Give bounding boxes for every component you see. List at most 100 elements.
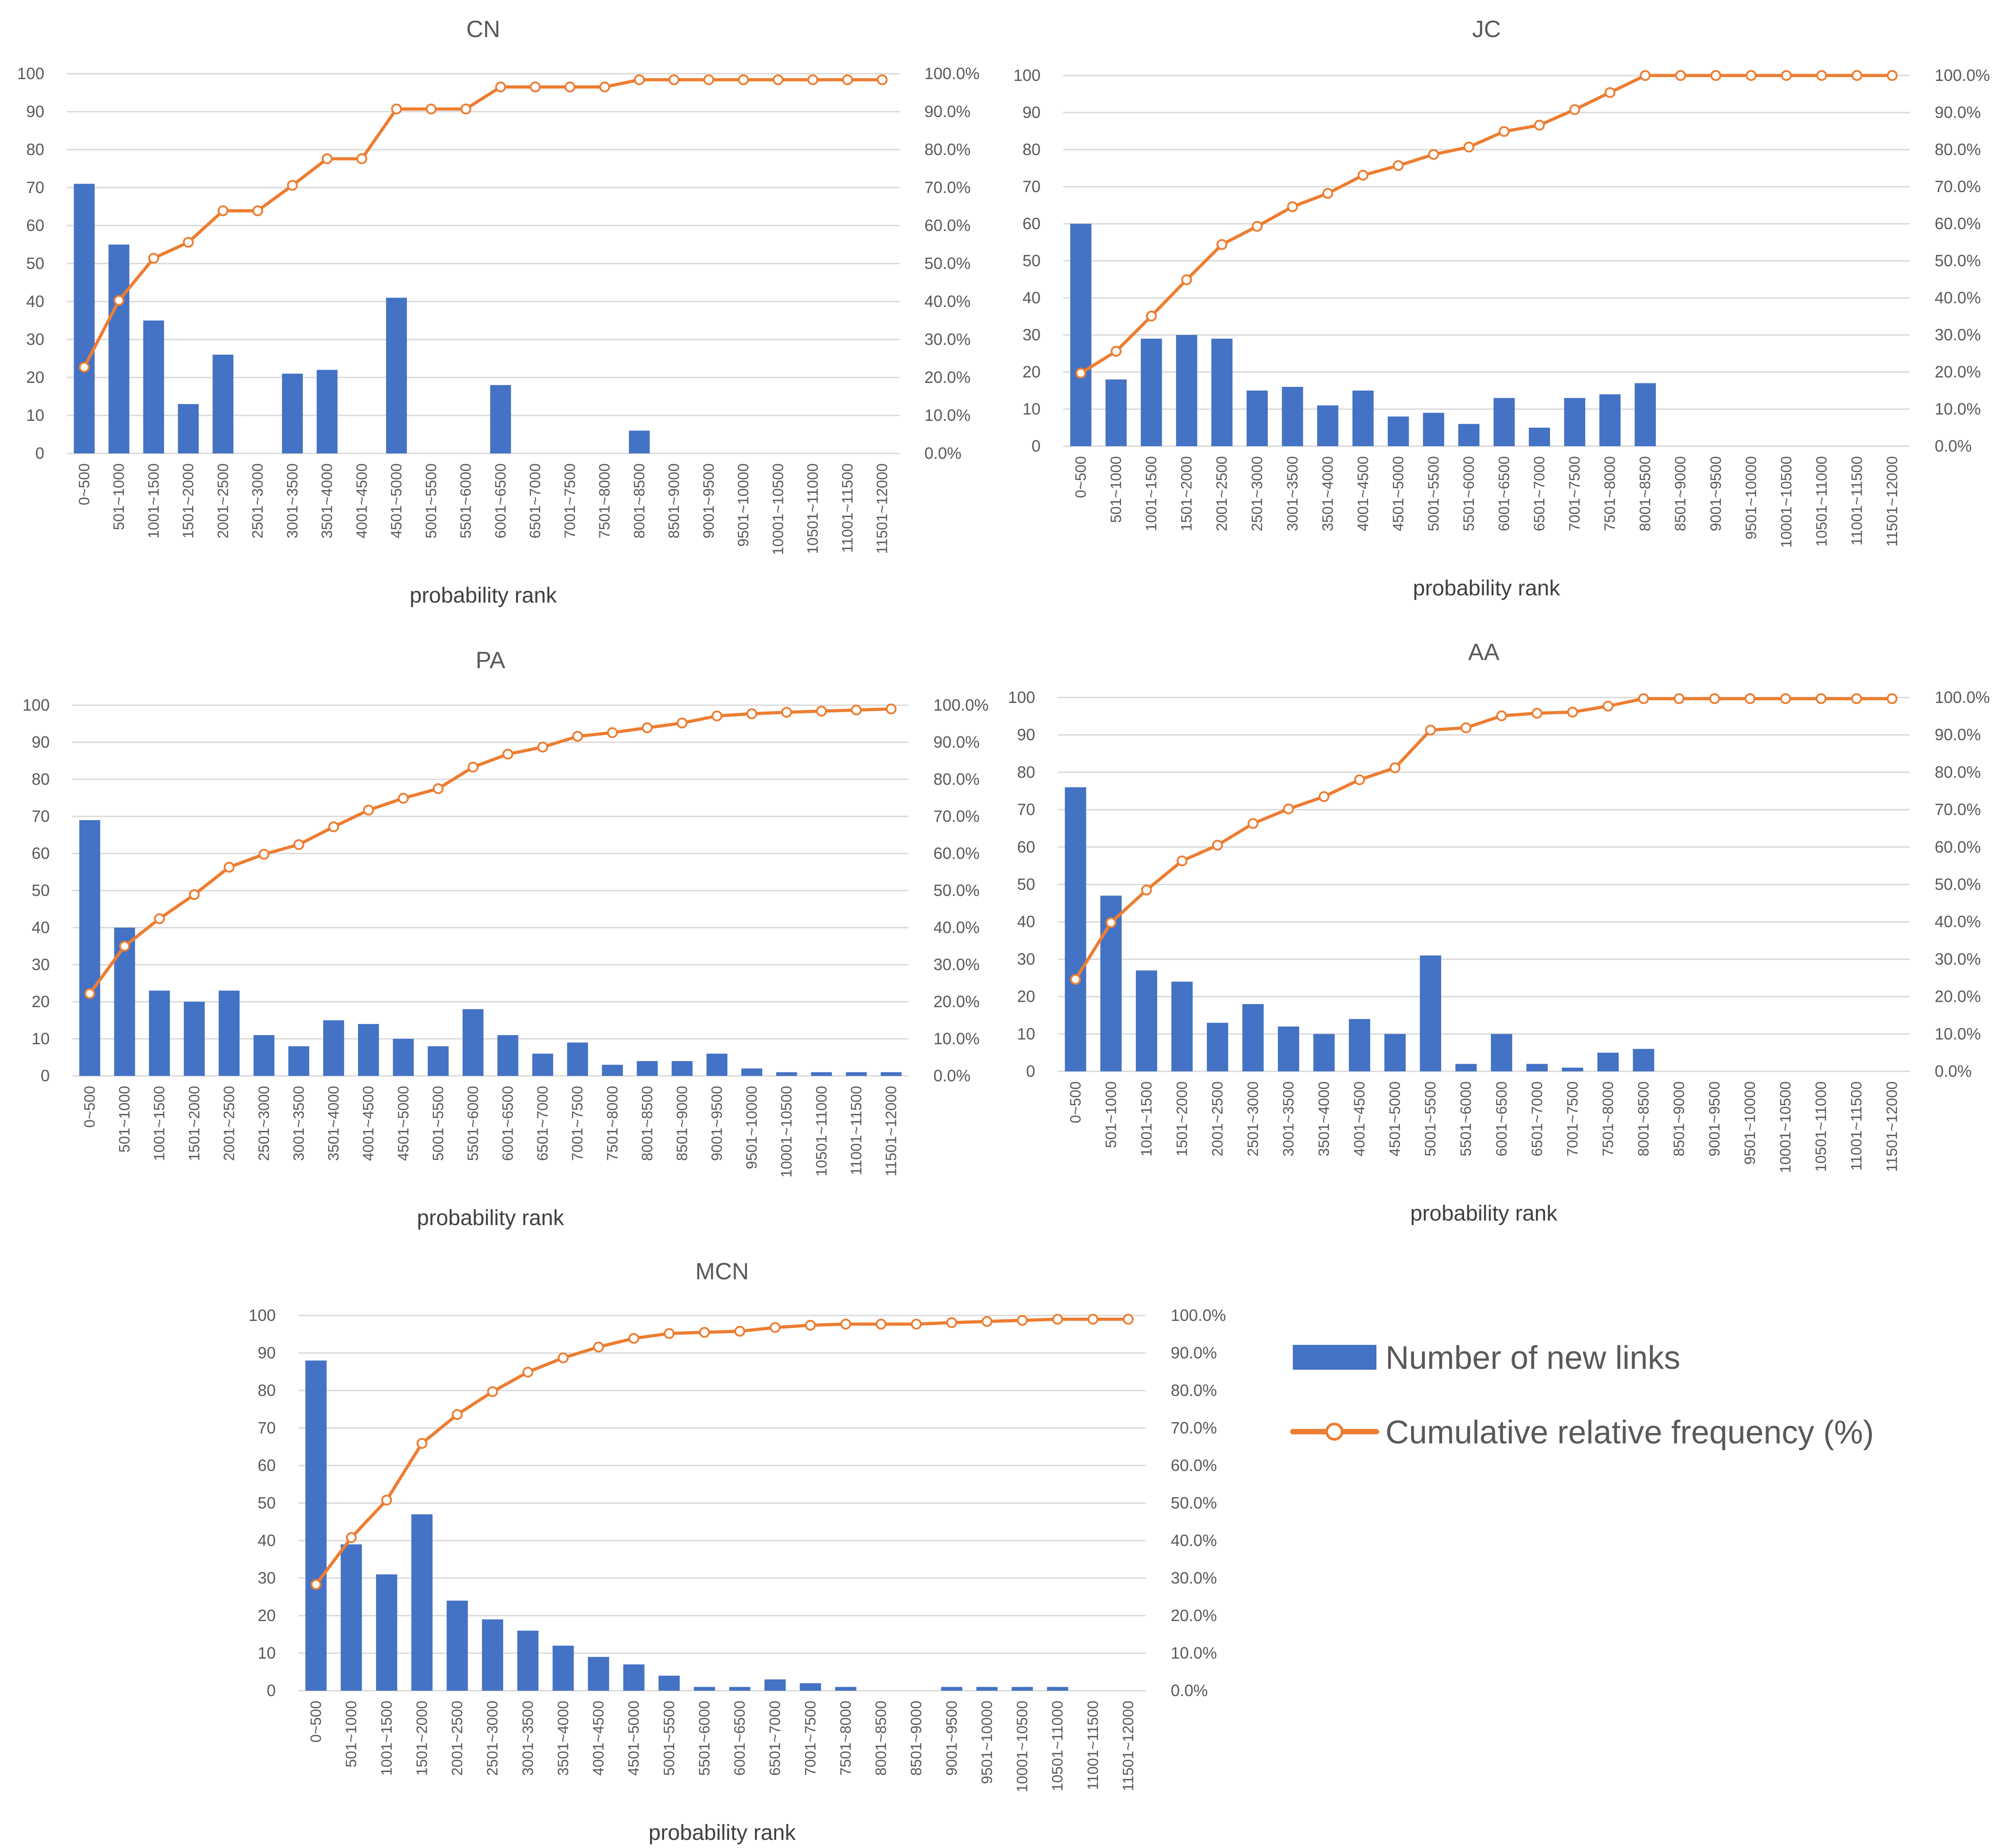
bar <box>1277 1026 1300 1071</box>
x-tick-label: 11001~11500 <box>848 1086 864 1175</box>
y-tick-label: 100 <box>249 1306 276 1325</box>
bar <box>1597 1052 1619 1071</box>
bar <box>1633 1049 1654 1071</box>
y2-tick-label: 10.0% <box>1171 1644 1217 1662</box>
cumulative-point <box>1017 1315 1028 1326</box>
x-tick-label: 501~1000 <box>116 1086 133 1153</box>
cumulative-point <box>1216 239 1228 250</box>
y2-tick-label: 100.0% <box>1935 66 1990 85</box>
y2-tick-label: 60.0% <box>1935 838 1981 856</box>
bar <box>1105 379 1127 446</box>
y2-tick-label: 30.0% <box>1935 950 1981 968</box>
cumulative-point <box>1105 917 1117 928</box>
bar <box>1564 398 1586 446</box>
bar <box>588 1657 609 1691</box>
y2-tick-label: 70.0% <box>1935 177 1981 196</box>
cumulative-point <box>1744 693 1756 704</box>
cumulative-point <box>311 1579 322 1590</box>
x-tick-label: 0~500 <box>307 1701 324 1743</box>
x-tick-label: 0~500 <box>1067 1081 1084 1123</box>
cumulative-point <box>851 704 862 716</box>
y2-tick-label: 10.0% <box>1935 1024 1981 1043</box>
x-tick-label: 9501~10000 <box>743 1086 760 1169</box>
bar <box>482 1619 504 1691</box>
y2-tick-label: 40.0% <box>1935 288 1981 307</box>
x-tick-label: 10001~10500 <box>769 463 786 555</box>
x-tick-label: 7001~7500 <box>1564 1081 1581 1156</box>
y-tick-label: 10 <box>1017 1024 1035 1043</box>
y-tick-label: 100 <box>1008 688 1035 707</box>
x-tick-label: 5001~5500 <box>1422 1081 1439 1156</box>
cumulative-point <box>676 717 688 729</box>
y-tick-label: 20 <box>1022 363 1041 381</box>
y2-tick-label: 90.0% <box>924 102 971 121</box>
x-tick-label: 5001~5500 <box>429 1086 446 1161</box>
x-tick-label: 5501~6000 <box>1457 1081 1474 1156</box>
y-tick-label: 40 <box>258 1531 276 1550</box>
bar <box>741 1068 763 1076</box>
chart-title: CN <box>466 16 500 42</box>
cumulative-point <box>1181 274 1192 285</box>
x-tick-label: 4001~4500 <box>1354 456 1371 531</box>
y2-tick-label: 100.0% <box>933 696 989 714</box>
cumulative-point <box>391 104 402 115</box>
chart-pa: PA 0 0.0% 10 10.0% 20 20.0% 30 30.0% 40 40.0% 50 50.… <box>23 647 989 1230</box>
bar <box>393 1039 414 1076</box>
x-tick-label: 11001~11500 <box>839 463 856 553</box>
cumulative-point <box>1283 803 1294 815</box>
cumulative-point <box>738 74 749 85</box>
cumulative-point <box>1111 346 1122 357</box>
y2-tick-label: 100.0% <box>1171 1306 1226 1325</box>
y2-tick-label: 0.0% <box>924 444 961 462</box>
cumulative-point <box>223 862 235 873</box>
bar <box>1562 1067 1583 1071</box>
bar <box>835 1687 857 1691</box>
x-tick-label: 3501~4000 <box>555 1701 571 1776</box>
cumulative-point <box>363 805 374 816</box>
bar <box>776 1072 797 1076</box>
cumulative-point <box>293 839 305 850</box>
cumulative-point <box>1886 70 1898 81</box>
cumulative-point <box>1141 884 1152 896</box>
x-tick-label: 7001~7500 <box>561 463 578 538</box>
cumulative-point <box>537 741 548 753</box>
x-tick-label: 2501~3000 <box>484 1701 501 1776</box>
cumulative-point <box>1815 693 1827 704</box>
bar <box>376 1574 397 1691</box>
cumulative-point <box>1709 693 1720 704</box>
bar <box>1455 1064 1477 1071</box>
y-tick-label: 10 <box>32 1029 50 1048</box>
x-tick-label: 9001~9500 <box>943 1701 960 1776</box>
cumulative-point <box>557 1352 569 1363</box>
cumulative-point <box>79 362 90 373</box>
x-tick-label: 11001~11500 <box>1084 1701 1101 1790</box>
y2-tick-label: 0.0% <box>1935 437 1972 455</box>
cumulative-point <box>876 1319 887 1330</box>
cumulative-point <box>572 731 583 742</box>
x-tick-label: 2501~3000 <box>1249 456 1265 531</box>
y2-tick-label: 40.0% <box>1171 1531 1217 1550</box>
cumulative-point <box>1247 818 1258 829</box>
bar <box>1317 405 1338 446</box>
y2-tick-label: 20.0% <box>1171 1606 1217 1625</box>
x-tick-label: 5501~6000 <box>696 1701 712 1776</box>
bar <box>567 1042 588 1076</box>
bar <box>323 1020 344 1076</box>
cumulative-point <box>1567 707 1578 718</box>
y2-tick-label: 0.0% <box>1935 1062 1972 1080</box>
x-tick-label: 4501~5000 <box>1390 456 1406 531</box>
bar <box>340 1544 362 1691</box>
bar <box>1047 1687 1069 1691</box>
x-tick-label: 10501~11000 <box>1813 1081 1829 1172</box>
x-tick-label: 7001~7500 <box>802 1701 819 1776</box>
cumulative-point <box>398 792 409 804</box>
cumulative-point <box>669 74 680 85</box>
y-tick-label: 100 <box>1013 66 1041 85</box>
y2-tick-label: 0.0% <box>1171 1681 1208 1700</box>
legend: Number of new links Cumulative relative … <box>1290 1340 1874 1451</box>
y-tick-label: 90 <box>1022 103 1041 122</box>
bar <box>1387 416 1409 446</box>
bar <box>108 245 130 453</box>
bar <box>602 1065 623 1076</box>
cumulative-point <box>1322 188 1333 199</box>
